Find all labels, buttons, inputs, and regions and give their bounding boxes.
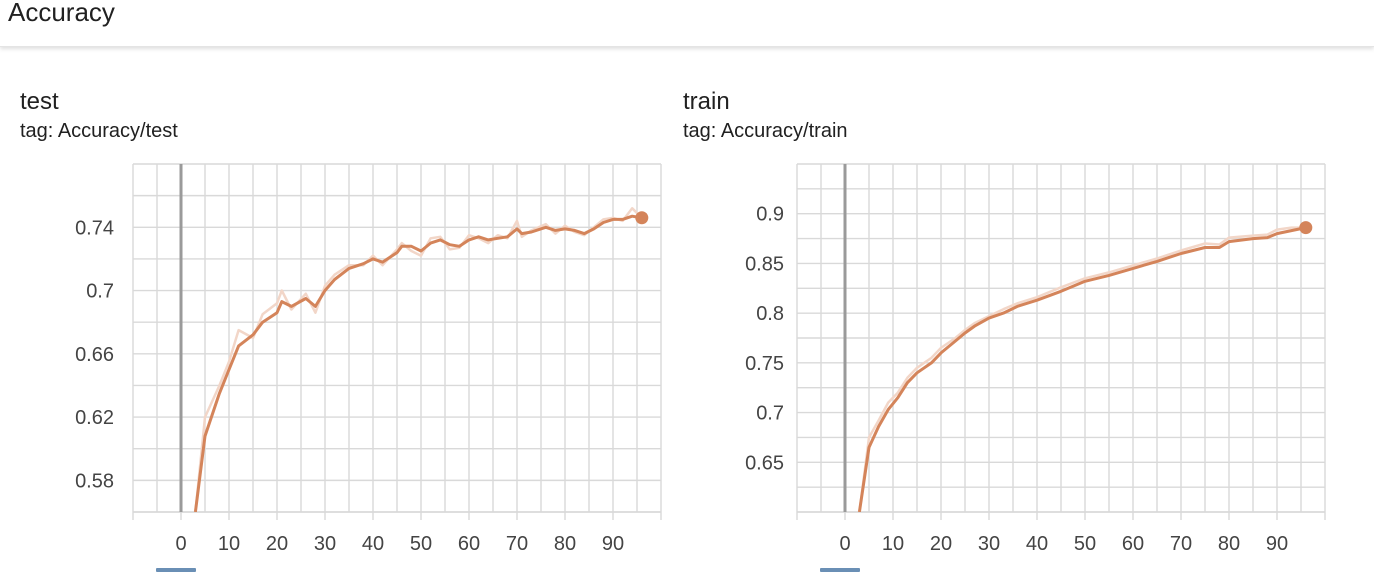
series-line-smoothed: [857, 226, 1307, 512]
x-tick-label: 70: [1170, 533, 1192, 555]
x-tick-label: 40: [1026, 533, 1048, 555]
x-tick-label: 10: [218, 533, 240, 555]
x-tick-label: 10: [882, 533, 904, 555]
chart-title: test: [20, 88, 59, 115]
y-tick-label: 0.8: [756, 303, 784, 325]
x-tick-label: 0: [839, 533, 850, 555]
y-tick-label: 0.7: [86, 281, 114, 303]
legend-swatch[interactable]: [820, 568, 860, 572]
chart-title: train: [683, 88, 730, 115]
x-tick-label: 80: [1218, 533, 1240, 555]
x-tick-label: 60: [458, 533, 480, 555]
series-end-point[interactable]: [635, 211, 649, 225]
x-tick-label: 80: [554, 533, 576, 555]
legend-swatch[interactable]: [156, 568, 196, 572]
series-group: [193, 207, 643, 512]
y-tick-label: 0.74: [75, 217, 114, 239]
y-tick-label: 0.9: [756, 204, 784, 226]
x-tick-label: 60: [1122, 533, 1144, 555]
x-tick-label: 20: [930, 533, 952, 555]
series-line-raw: [194, 207, 643, 512]
section-title: Accuracy: [8, 0, 115, 27]
chart-tag: tag: Accuracy/train: [683, 120, 848, 142]
series-line-smoothed: [193, 214, 643, 512]
x-tick-label: 40: [362, 533, 384, 555]
x-tick-label: 70: [506, 533, 528, 555]
x-tick-label: 0: [175, 533, 186, 555]
y-tick-label: 0.62: [75, 407, 114, 429]
section-header: Accuracy: [0, 0, 1374, 47]
y-tick-label: 0.66: [75, 344, 114, 366]
chart-card-train: train tag: Accuracy/train 0 10 20 30 40 50 60 7…: [664, 86, 1326, 572]
chart-card-test: test tag: Accuracy/test 0 10 20 30 40 50 60 70 8…: [0, 86, 662, 572]
y-tick-label: 0.75: [745, 353, 784, 375]
x-tick-label: 50: [1074, 533, 1096, 555]
x-tick-label: 90: [602, 533, 624, 555]
x-tick-label: 20: [266, 533, 288, 555]
series-end-point[interactable]: [1299, 221, 1313, 235]
x-tick-label: 90: [1266, 533, 1288, 555]
y-tick-label: 0.85: [745, 253, 784, 275]
series-line-raw: [858, 226, 1306, 512]
x-tick-label: 30: [314, 533, 336, 555]
x-tick-label: 50: [410, 533, 432, 555]
y-tick-label: 0.7: [756, 403, 784, 425]
y-tick-label: 0.65: [745, 452, 784, 474]
series-group: [857, 226, 1307, 512]
chart-test[interactable]: 0 10 20 30 40 50 60 70 80 90 0.58 0.62 0.66 0.7 0.74: [0, 86, 662, 570]
chart-train[interactable]: 0 10 20 30 40 50 60 70 80 90 0.65 0.7 0.75 0.8 0.85 0.9: [664, 86, 1326, 570]
x-tick-label: 30: [978, 533, 1000, 555]
chart-tag: tag: Accuracy/test: [20, 120, 178, 142]
y-tick-label: 0.58: [75, 470, 114, 492]
